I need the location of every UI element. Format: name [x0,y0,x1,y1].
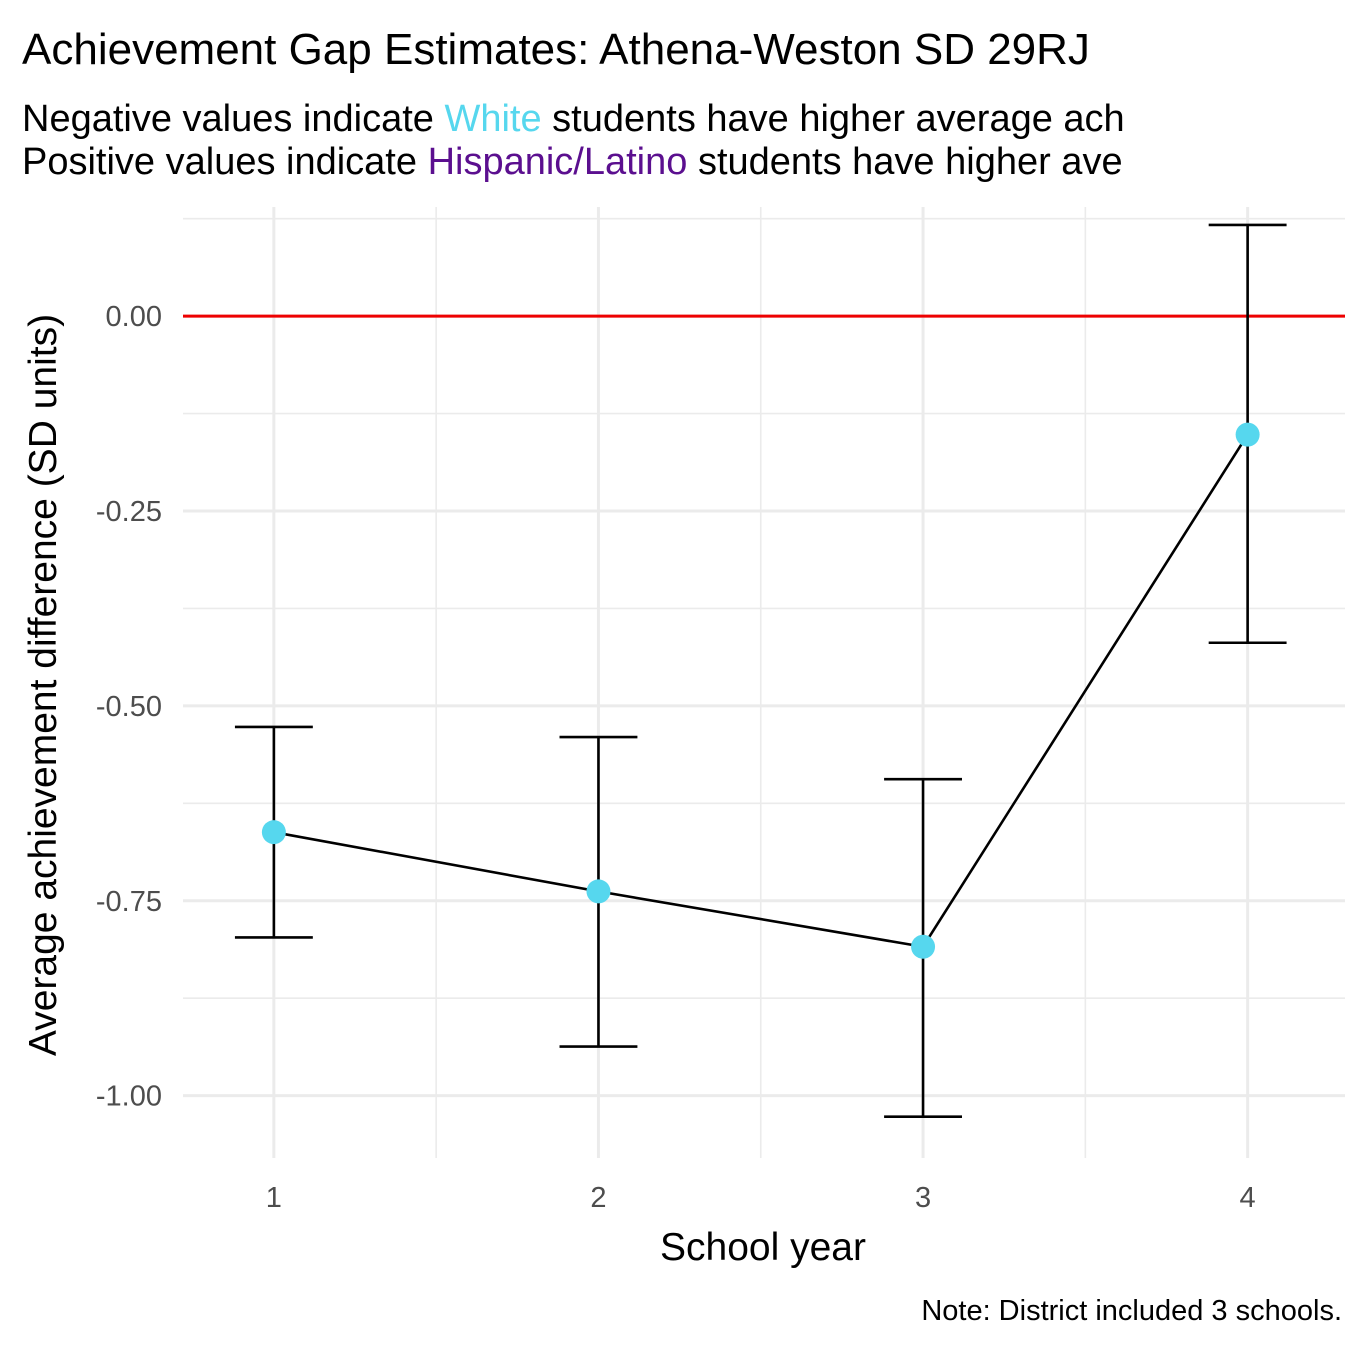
subtitle-1-after: students have higher average ach [542,98,1125,140]
y-axis-ticks: 0.00 -0.25 -0.50 -0.75 -1.00 [96,301,162,1113]
x-tick-label: 3 [915,1182,931,1214]
subtitle-1-highlight: White [444,98,541,140]
x-axis-ticks: 1 2 3 4 [266,1182,1256,1214]
subtitle-2-highlight: Hispanic/Latino [428,141,688,183]
data-point [261,820,286,845]
y-tick-label: -0.25 [96,496,162,528]
x-tick-label: 1 [266,1182,282,1214]
y-tick-label: -0.50 [96,691,162,723]
series-group [234,223,1287,1118]
subtitle-2-after: students have higher ave [687,141,1122,183]
subtitle-2-before: Positive values indicate [22,141,428,183]
x-axis-title: School year [660,1226,866,1269]
data-point [586,879,611,904]
y-tick-label: 0.00 [106,301,162,333]
chart-subtitle-line-1: Negative values indicate White students … [22,98,1125,140]
y-tick-label: -0.75 [96,886,162,918]
chart-caption: Note: District included 3 schools. [921,1295,1342,1327]
series-line [273,433,1249,949]
x-tick-label: 2 [590,1182,606,1214]
x-tick-label: 4 [1240,1182,1256,1214]
chart-title: Achievement Gap Estimates: Athena-Weston… [22,25,1090,74]
y-axis-title: Average achievement difference (SD units… [22,314,65,1056]
grid [183,207,1345,1158]
y-tick-label: -1.00 [96,1081,162,1113]
data-point [911,934,936,959]
data-point [1235,422,1260,447]
subtitle-1-before: Negative values indicate [22,98,444,140]
chart-subtitle-line-2: Positive values indicate Hispanic/Latino… [22,141,1123,183]
